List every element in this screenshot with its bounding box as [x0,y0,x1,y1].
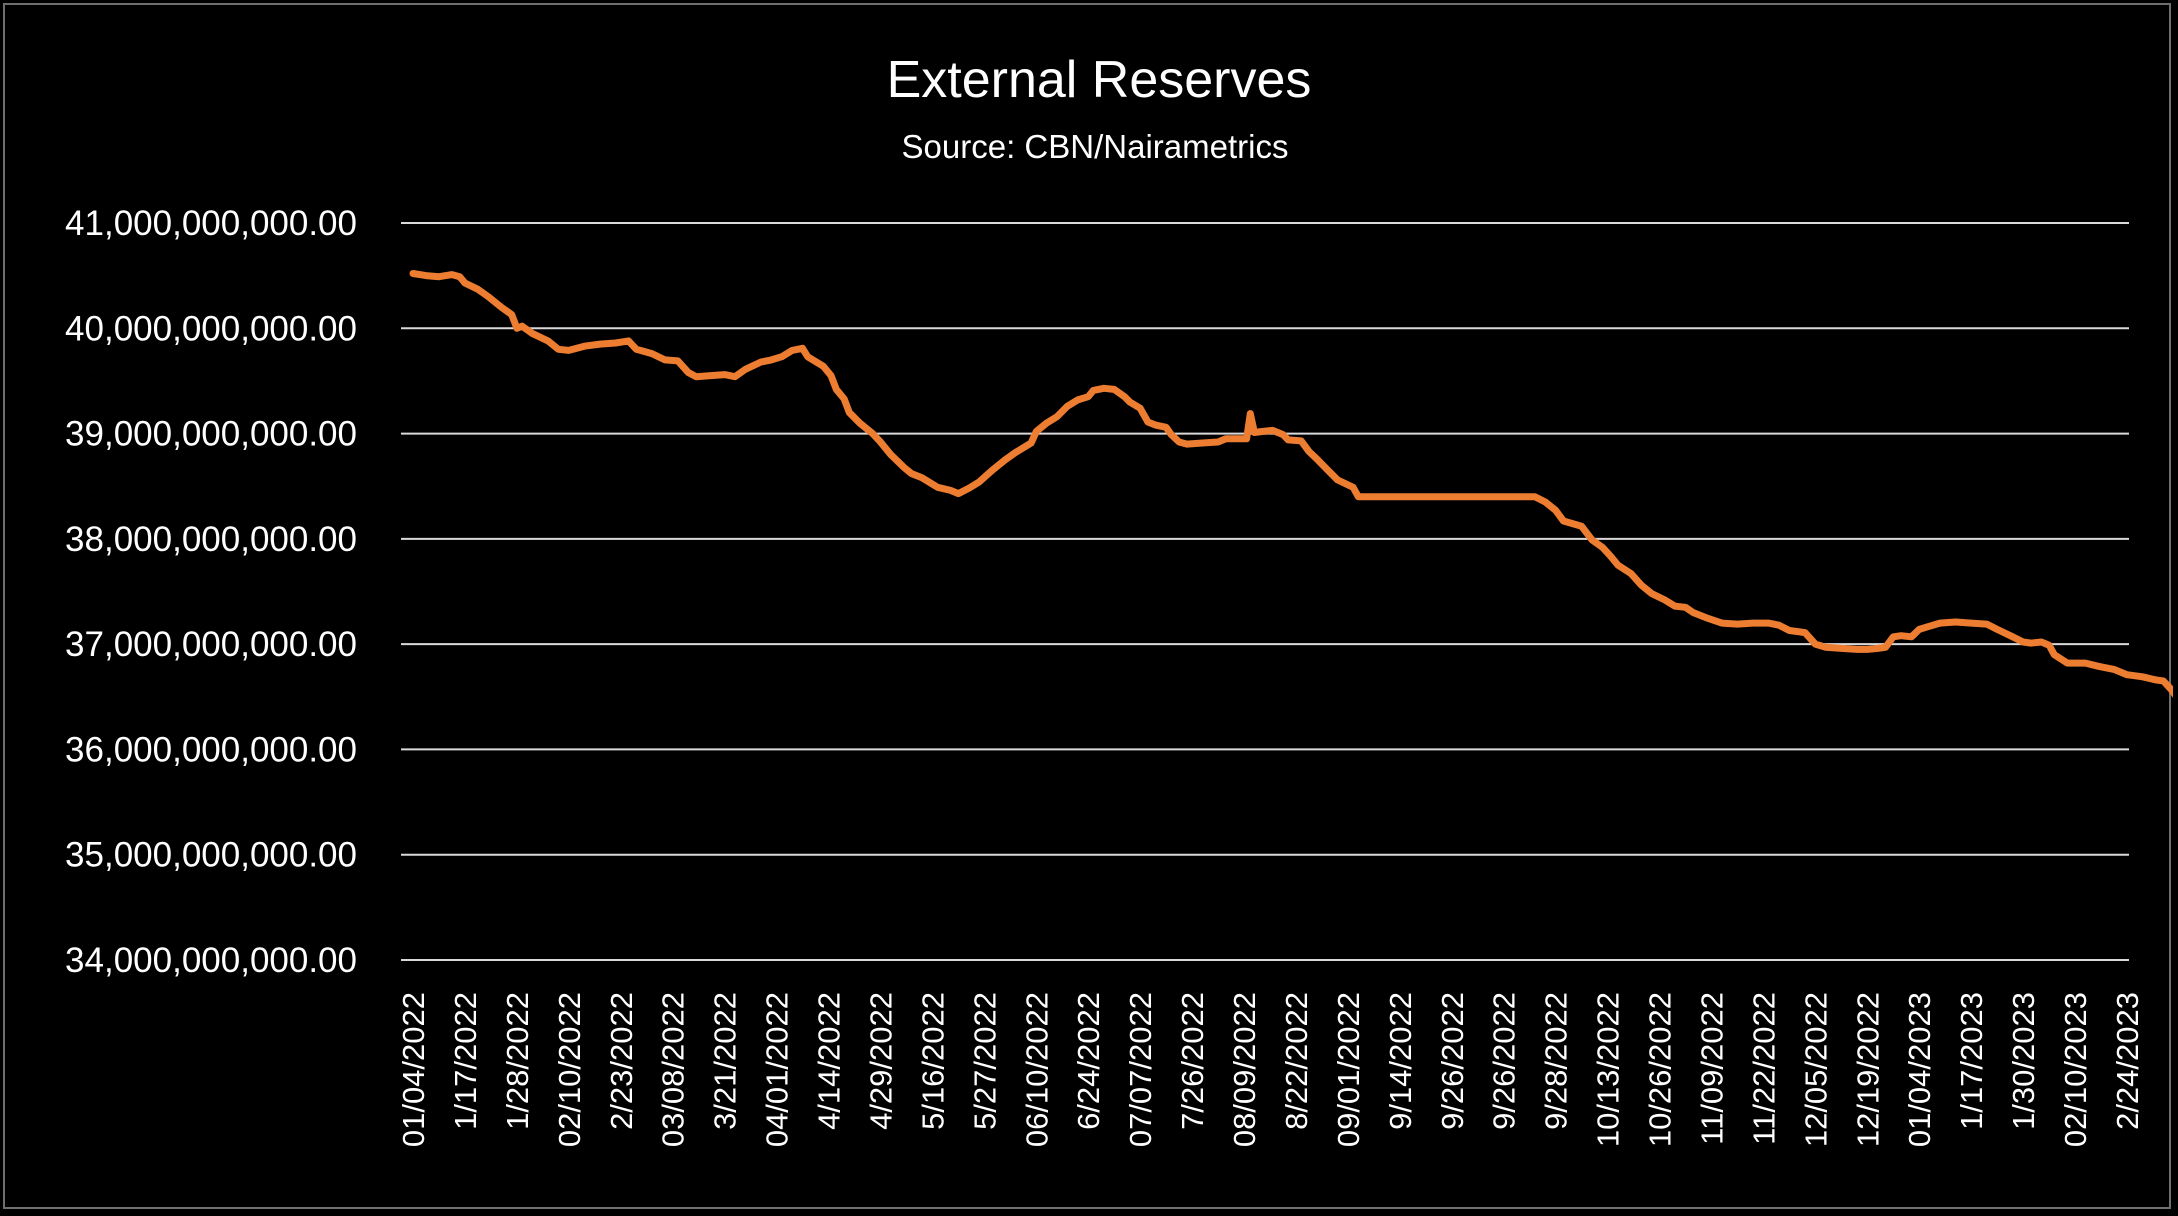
y-tick-label: 34,000,000,000.00 [65,941,357,980]
x-tick-label: 5/27/2022 [967,992,1002,1130]
x-tick-label: 1/30/2023 [2006,992,2041,1130]
x-tick-label: 9/14/2022 [1383,992,1418,1130]
x-tick-label: 9/26/2022 [1435,992,1470,1130]
x-tick-label: 4/14/2022 [812,992,847,1130]
x-tick-label: 11/22/2022 [1746,992,1781,1145]
x-tick-label: 1/28/2022 [500,992,535,1130]
x-tick-label: 10/13/2022 [1591,992,1626,1147]
x-tick-label: 01/04/2023 [1902,992,1937,1147]
chart-subtitle: Source: CBN/Nairametrics [902,128,1289,165]
y-tick-label: 38,000,000,000.00 [65,520,357,559]
x-tick-label: 10/26/2022 [1643,992,1678,1147]
x-tick-label: 06/10/2022 [1019,992,1054,1147]
x-tick-label: 1/17/2023 [1954,992,1989,1130]
x-tick-label: 12/19/2022 [1850,992,1885,1147]
y-tick-label: 41,000,000,000.00 [65,204,357,243]
y-tick-label: 35,000,000,000.00 [65,836,357,875]
x-tick-label: 8/22/2022 [1279,992,1314,1130]
line-chart: External Reserves Source: CBN/Nairametri… [65,51,2173,1147]
x-tick-label: 9/28/2022 [1539,992,1574,1130]
x-tick-label: 02/10/2022 [552,992,587,1147]
x-tick-label: 2/23/2022 [604,992,639,1130]
chart-title: External Reserves [887,51,1312,109]
y-tick-label: 39,000,000,000.00 [65,415,357,454]
gridlines [401,222,2129,961]
y-axis-ticks: 34,000,000,000.00 35,000,000,000.00 36,000… [65,204,357,980]
x-tick-label: 03/08/2022 [656,992,691,1147]
x-tick-label: 7/26/2022 [1175,992,1210,1130]
y-tick-label: 37,000,000,000.00 [65,625,357,664]
x-tick-label: 02/10/2023 [2058,992,2093,1147]
y-tick-label: 36,000,000,000.00 [65,730,357,769]
x-tick-label: 6/24/2022 [1071,992,1106,1130]
x-tick-label: 9/26/2022 [1487,992,1522,1130]
x-tick-label: 3/21/2022 [708,992,743,1130]
series-group [409,270,2173,698]
series-line [409,270,2173,698]
x-tick-label: 09/01/2022 [1331,992,1366,1147]
x-tick-label: 11/09/2022 [1694,992,1729,1145]
x-tick-label: 04/01/2022 [760,992,795,1147]
chart-frame: External Reserves Source: CBN/Nairametri… [3,3,2173,1209]
x-tick-label: 07/07/2022 [1123,992,1158,1147]
x-tick-label: 08/09/2022 [1227,992,1262,1147]
x-tick-label: 4/29/2022 [863,992,898,1130]
x-tick-label: 12/05/2022 [1798,992,1833,1147]
x-tick-label: 01/04/2022 [396,992,431,1147]
x-tick-label: 1/17/2022 [448,992,483,1130]
x-tick-label: 2/24/2023 [2110,992,2145,1130]
y-tick-label: 40,000,000,000.00 [65,309,357,348]
x-tick-label: 5/16/2022 [915,992,950,1130]
x-axis-ticks: 01/04/2022 1/17/2022 1/28/2022 02/10/2022 2/… [396,992,2145,1147]
